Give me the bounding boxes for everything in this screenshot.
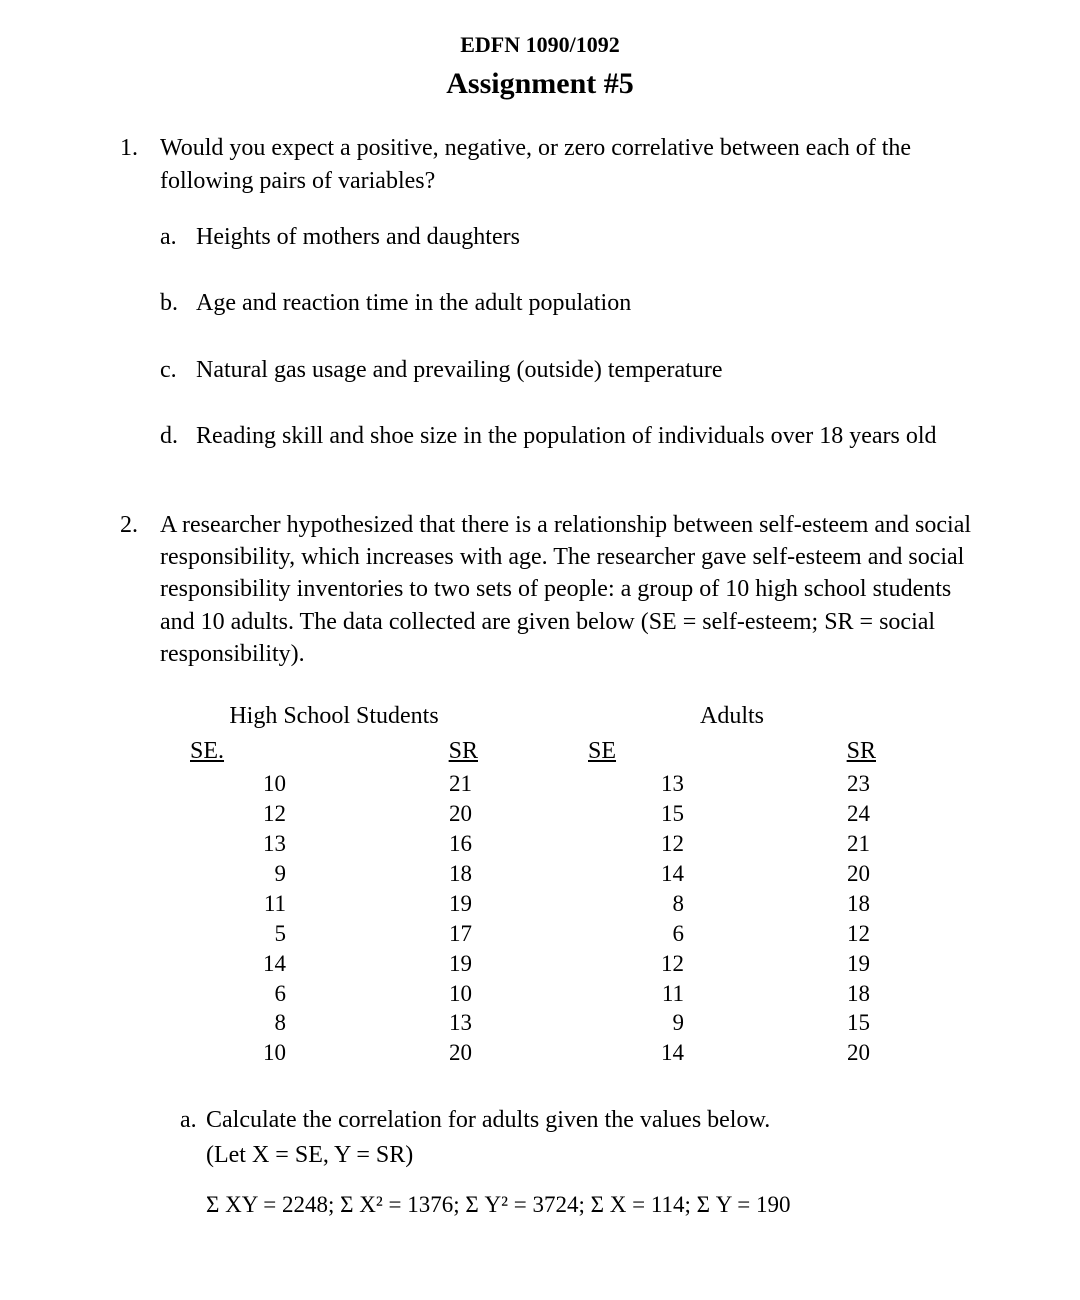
question-number: 2.: [120, 509, 160, 541]
table-row: 1119: [190, 889, 478, 919]
question-1-subitems: a. Heights of mothers and daughters b. A…: [160, 221, 990, 453]
cell-sr: 20: [794, 859, 876, 889]
cell-sr: 21: [396, 769, 478, 799]
cell-sr: 15: [794, 1008, 876, 1038]
cell-sr: 18: [396, 859, 478, 889]
cell-se: 13: [190, 829, 396, 859]
subitem-marker: d.: [160, 420, 196, 452]
course-code: EDFN 1090/1092: [90, 30, 990, 60]
cell-se: 9: [190, 859, 396, 889]
question-1: 1. Would you expect a positive, negative…: [120, 132, 990, 452]
cell-se: 12: [588, 829, 794, 859]
table-row: 1419: [190, 949, 478, 979]
summation-values: Σ XY = 2248; Σ X² = 1376; Σ Y² = 3724; Σ…: [206, 1189, 990, 1220]
table-row: 610: [190, 979, 478, 1009]
subitem-note: (Let X = SE, Y = SR): [206, 1139, 990, 1171]
subitem-text: Heights of mothers and daughters: [196, 221, 520, 253]
table-row: 1420: [588, 859, 876, 889]
high-school-tbody: 102112201316918111951714196108131020: [190, 769, 478, 1068]
table-row: 918: [190, 859, 478, 889]
cell-sr: 20: [396, 799, 478, 829]
table-row: 1420: [588, 1038, 876, 1068]
cell-sr: 18: [794, 979, 876, 1009]
table-row: 818: [588, 889, 876, 919]
cell-se: 13: [588, 769, 794, 799]
table-title: High School Students: [190, 700, 478, 734]
column-header: SR: [449, 738, 478, 764]
cell-se: 11: [190, 889, 396, 919]
question-text: Would you expect a positive, negative, o…: [160, 132, 990, 197]
subitem-marker: a.: [160, 221, 196, 253]
table-row: 1020: [190, 1038, 478, 1068]
question-2: 2. A researcher hypothesized that there …: [120, 509, 990, 1220]
table-row: 915: [588, 1008, 876, 1038]
cell-sr: 16: [396, 829, 478, 859]
cell-se: 15: [588, 799, 794, 829]
cell-sr: 20: [396, 1038, 478, 1068]
table-row: 1219: [588, 949, 876, 979]
subitem: c. Natural gas usage and prevailing (out…: [160, 354, 990, 386]
subitem-text: Age and reaction time in the adult popul…: [196, 287, 631, 319]
question-number: 1.: [120, 132, 160, 164]
question-2a: a. Calculate the correlation for adults …: [180, 1104, 990, 1220]
table-row: 1524: [588, 799, 876, 829]
cell-se: 6: [588, 919, 794, 949]
column-header: SR: [847, 738, 876, 764]
cell-sr: 23: [794, 769, 876, 799]
subitem: d. Reading skill and shoe size in the po…: [160, 420, 990, 452]
subitem-marker: b.: [160, 287, 196, 319]
cell-se: 12: [588, 949, 794, 979]
cell-se: 14: [588, 1038, 794, 1068]
cell-sr: 17: [396, 919, 478, 949]
cell-se: 5: [190, 919, 396, 949]
cell-sr: 20: [794, 1038, 876, 1068]
cell-sr: 19: [794, 949, 876, 979]
cell-se: 11: [588, 979, 794, 1009]
adults-tbody: 1323152412211420818612121911189151420: [588, 769, 876, 1068]
subitem-text: Natural gas usage and prevailing (outsid…: [196, 354, 722, 386]
table-row: 612: [588, 919, 876, 949]
cell-sr: 12: [794, 919, 876, 949]
cell-sr: 24: [794, 799, 876, 829]
cell-se: 9: [588, 1008, 794, 1038]
table-title: Adults: [588, 700, 876, 734]
document-page: EDFN 1090/1092 Assignment #5 1. Would yo…: [0, 0, 1080, 1300]
cell-se: 14: [588, 859, 794, 889]
subitem-marker: c.: [160, 354, 196, 386]
assignment-title: Assignment #5: [90, 64, 990, 105]
table-row: 1221: [588, 829, 876, 859]
data-tables: High School Students SE. SR 102112201316…: [190, 700, 990, 1068]
table-row: 1220: [190, 799, 478, 829]
table-row: 517: [190, 919, 478, 949]
cell-se: 10: [190, 1038, 396, 1068]
cell-se: 6: [190, 979, 396, 1009]
column-header: SE: [588, 738, 616, 764]
subitem-text: Calculate the correlation for adults giv…: [206, 1104, 990, 1136]
table-row: 1323: [588, 769, 876, 799]
table-row: 1316: [190, 829, 478, 859]
subitem-marker: a.: [180, 1104, 206, 1136]
adults-table: Adults SE SR 132315241221142081861212191…: [588, 700, 876, 1068]
cell-sr: 19: [396, 889, 478, 919]
cell-sr: 18: [794, 889, 876, 919]
question-text: A researcher hypothesized that there is …: [160, 509, 990, 671]
cell-sr: 21: [794, 829, 876, 859]
subitem-text: Reading skill and shoe size in the popul…: [196, 420, 937, 452]
subitem: a. Heights of mothers and daughters: [160, 221, 990, 253]
cell-se: 10: [190, 769, 396, 799]
cell-se: 8: [588, 889, 794, 919]
cell-se: 8: [190, 1008, 396, 1038]
cell-sr: 19: [396, 949, 478, 979]
high-school-table: High School Students SE. SR 102112201316…: [190, 700, 478, 1068]
subitem: b. Age and reaction time in the adult po…: [160, 287, 990, 319]
table-row: 1118: [588, 979, 876, 1009]
cell-se: 12: [190, 799, 396, 829]
table-row: 813: [190, 1008, 478, 1038]
cell-sr: 13: [396, 1008, 478, 1038]
cell-sr: 10: [396, 979, 478, 1009]
table-row: 1021: [190, 769, 478, 799]
column-header: SE.: [190, 738, 224, 764]
cell-se: 14: [190, 949, 396, 979]
